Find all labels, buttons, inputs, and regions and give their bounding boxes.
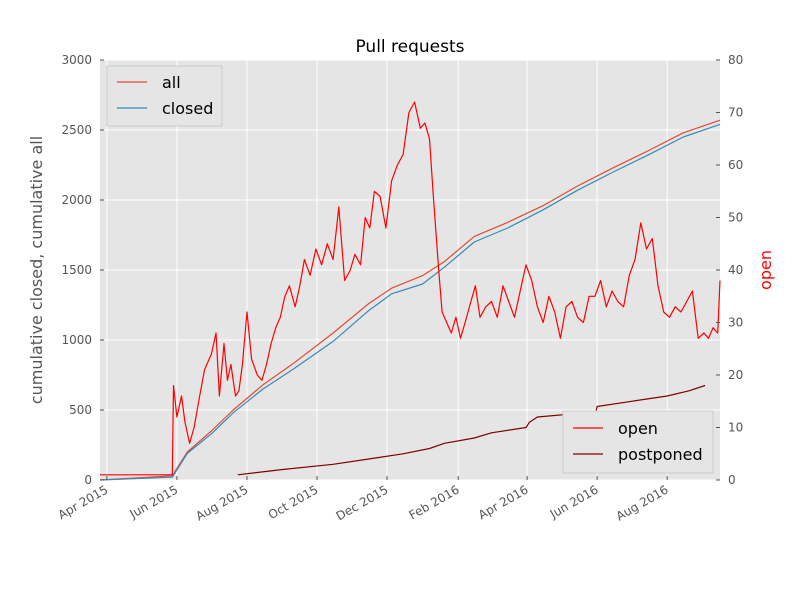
y-tick-label-right: 80 <box>728 53 743 67</box>
y-tick-label-right: 30 <box>728 316 743 330</box>
y-tick-label-right: 50 <box>728 211 743 225</box>
y-tick-label-right: 10 <box>728 421 743 435</box>
y-tick-label-left: 0 <box>84 473 92 487</box>
legend-closed-label: closed <box>162 99 213 118</box>
y-axis-label-left: cumulative closed, cumulative all <box>27 136 46 404</box>
y-tick-label-left: 2500 <box>61 123 92 137</box>
y-axis-label-right: open <box>756 250 775 290</box>
legend-top-box <box>106 65 223 127</box>
y-tick-label-right: 0 <box>728 473 736 487</box>
y-tick-label-left: 2000 <box>61 193 92 207</box>
series-line-postponed <box>237 384 706 476</box>
x-tick-label: Apr 2016 <box>476 482 531 522</box>
x-tick-label: Aug 2016 <box>614 482 671 523</box>
legend-top: all closed <box>106 65 223 127</box>
legend-all-label: all <box>162 73 181 92</box>
x-tick-label: Oct 2015 <box>266 482 321 522</box>
chart-title: Pull requests <box>355 37 464 57</box>
y-tick-label-right: 70 <box>728 106 743 120</box>
x-tick-label: Feb 2016 <box>407 482 462 522</box>
series-line-open <box>100 101 721 476</box>
x-tick-label: Jun 2015 <box>127 482 181 521</box>
y-tick-label-right: 40 <box>728 263 743 277</box>
y-tick-label-right: 60 <box>728 158 743 172</box>
legend-open-label: open <box>618 419 658 438</box>
y-tick-label-left: 1000 <box>61 333 92 347</box>
x-tick-label: Dec 2015 <box>334 482 391 523</box>
legend-bottom-box <box>562 410 714 474</box>
series-line-closed <box>99 123 721 481</box>
y-tick-label-left: 3000 <box>61 53 92 67</box>
x-tick-label: Apr 2015 <box>56 482 111 522</box>
y-tick-label-left: 500 <box>69 403 92 417</box>
x-tick-label: Jun 2016 <box>547 482 601 521</box>
legend-postponed-label: postponed <box>618 445 703 464</box>
y-tick-label-left: 1500 <box>61 263 92 277</box>
y-tick-label-right: 20 <box>728 368 743 382</box>
series-line-all <box>99 119 721 481</box>
legend-bottom: open postponed <box>562 410 714 474</box>
grid <box>100 59 720 481</box>
series-layer <box>99 101 721 481</box>
x-tick-label: Aug 2015 <box>193 482 250 523</box>
